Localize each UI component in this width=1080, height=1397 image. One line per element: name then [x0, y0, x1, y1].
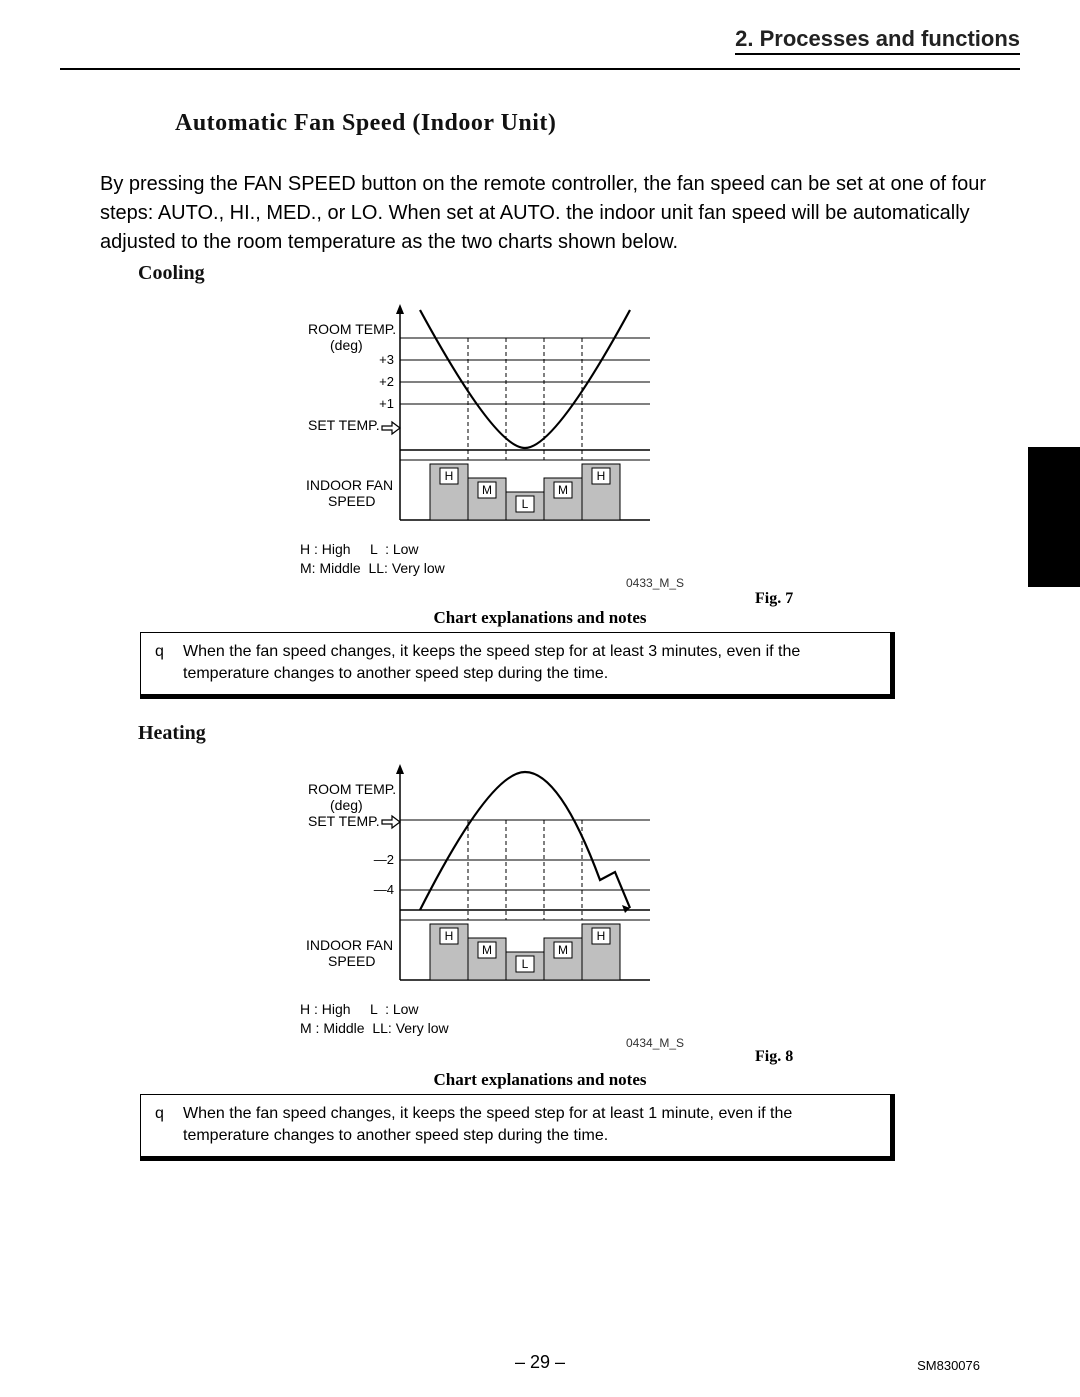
svg-text:M: M — [482, 483, 492, 497]
note-marker: q — [155, 1103, 183, 1146]
intro-paragraph: By pressing the FAN SPEED button on the … — [100, 170, 990, 257]
svg-text:H: H — [597, 929, 606, 943]
cooling-note-text: When the fan speed changes, it keeps the… — [183, 641, 876, 684]
heating-note-box: q When the fan speed changes, it keeps t… — [140, 1094, 895, 1161]
svg-text:ROOM TEMP.: ROOM TEMP. — [308, 781, 396, 797]
cooling-caption: Chart explanations and notes — [0, 608, 1080, 628]
svg-text:H: H — [597, 469, 606, 483]
page-title: Automatic Fan Speed (Indoor Unit) — [175, 110, 556, 137]
svg-text:INDOOR FAN: INDOOR FAN — [306, 937, 393, 953]
svg-text:ROOM TEMP.: ROOM TEMP. — [308, 321, 396, 337]
svg-text:SPEED: SPEED — [328, 953, 375, 969]
svg-text:L: L — [522, 497, 529, 511]
note-marker: q — [155, 641, 183, 684]
svg-text:H: H — [445, 469, 454, 483]
cooling-fig-code: 0433_M_S — [626, 576, 684, 590]
svg-text:SET TEMP.: SET TEMP. — [308, 813, 380, 829]
heating-note-text: When the fan speed changes, it keeps the… — [183, 1103, 876, 1146]
heating-legend: H : High L : Low M : Middle LL: Very low — [300, 1000, 449, 1038]
side-tab — [1028, 447, 1080, 587]
heating-caption: Chart explanations and notes — [0, 1070, 1080, 1090]
cooling-legend: H : High L : Low M: Middle LL: Very low — [300, 540, 445, 578]
svg-text:(deg): (deg) — [330, 337, 363, 353]
doc-number: SM830076 — [917, 1358, 980, 1373]
subheading-heating: Heating — [138, 722, 206, 745]
svg-text:—2: —2 — [374, 852, 394, 867]
svg-text:SPEED: SPEED — [328, 493, 375, 509]
subheading-cooling: Cooling — [138, 262, 205, 285]
svg-text:SET TEMP.: SET TEMP. — [308, 417, 380, 433]
svg-text:—4: —4 — [374, 882, 394, 897]
svg-text:M: M — [558, 943, 568, 957]
heating-fig-code: 0434_M_S — [626, 1036, 684, 1050]
svg-text:+2: +2 — [379, 374, 394, 389]
header-rule — [60, 68, 1020, 70]
section-heading: 2. Processes and functions — [735, 26, 1020, 55]
cooling-note-box: q When the fan speed changes, it keeps t… — [140, 632, 895, 699]
svg-text:INDOOR FAN: INDOOR FAN — [306, 477, 393, 493]
heating-chart: ROOM TEMP.(deg)SET TEMP. —2 —4 H M L M H INDOOR … — [300, 760, 680, 1005]
svg-text:H: H — [445, 929, 454, 943]
svg-text:+3: +3 — [379, 352, 394, 367]
svg-text:+1: +1 — [379, 396, 394, 411]
cooling-fig-label: Fig. 7 — [755, 590, 793, 608]
svg-text:M: M — [482, 943, 492, 957]
svg-text:(deg): (deg) — [330, 797, 363, 813]
svg-text:L: L — [522, 957, 529, 971]
cooling-chart: ROOM TEMP.(deg) +3 +2 +1 SET TEMP. H M L M H INDOO… — [300, 300, 680, 545]
page-header: 2. Processes and functions — [60, 26, 1020, 52]
heating-fig-label: Fig. 8 — [755, 1048, 793, 1066]
svg-text:M: M — [558, 483, 568, 497]
